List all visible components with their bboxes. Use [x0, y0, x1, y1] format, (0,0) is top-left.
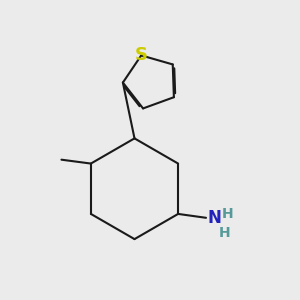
- Text: H: H: [221, 207, 233, 221]
- Text: S: S: [135, 46, 148, 64]
- Text: N: N: [208, 209, 221, 227]
- Text: H: H: [218, 226, 230, 240]
